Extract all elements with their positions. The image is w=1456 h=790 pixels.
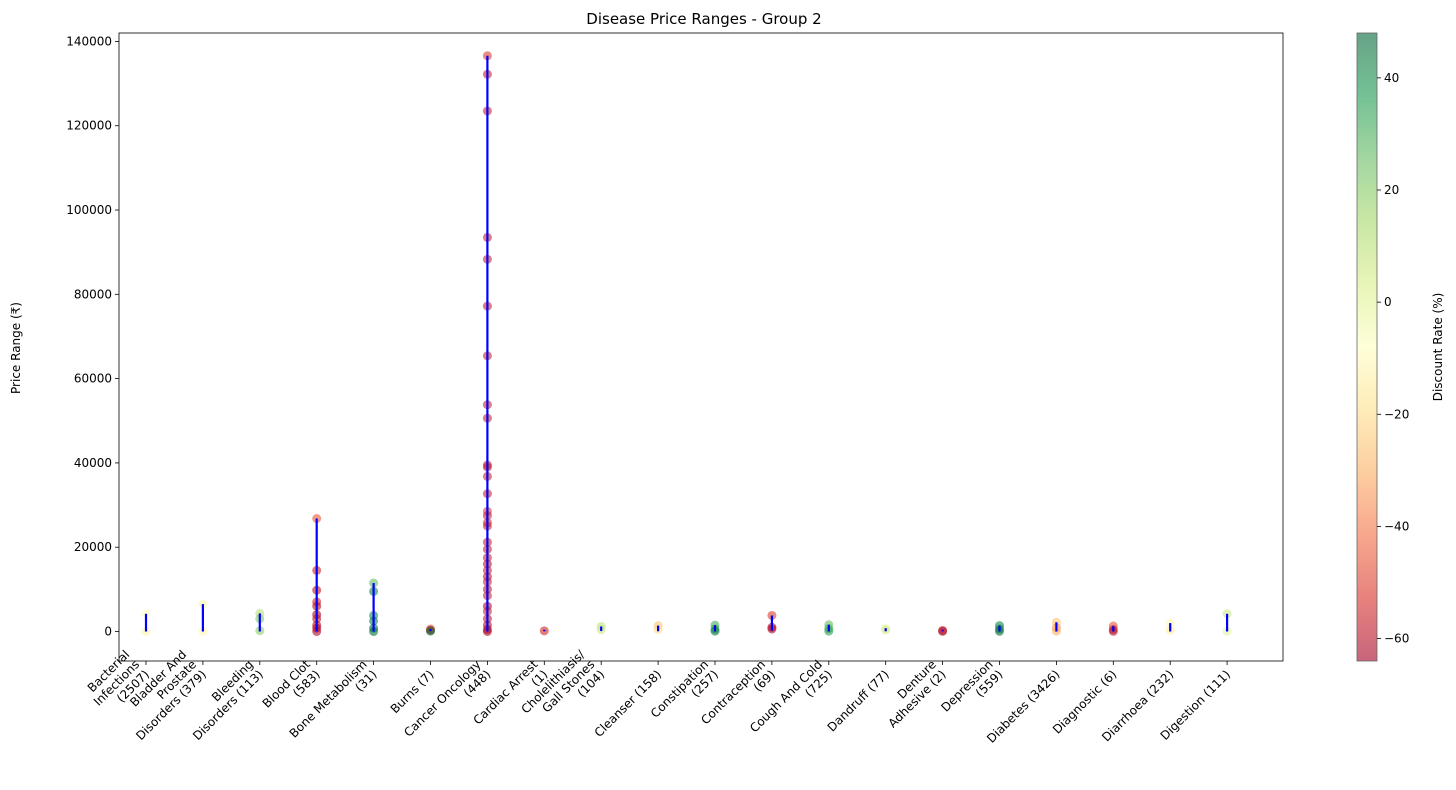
colorbar-label: Discount Rate (%)	[1431, 293, 1445, 402]
colorbar-tick-label: 0	[1384, 295, 1392, 309]
x-tick-label: Depression(559)	[938, 657, 1005, 724]
y-tick-label: 80000	[74, 287, 112, 301]
y-tick-label: 140000	[66, 34, 112, 48]
axes-frame	[118, 32, 1284, 662]
plot-area: 0 20000 40000 60000 80000 100000 120000 140000 B…	[66, 32, 1284, 749]
colorbar-tick-label: −60	[1384, 632, 1409, 646]
colorbar-tick-label: −20	[1384, 407, 1409, 421]
y-axis-label: Price Range (₹)	[9, 302, 23, 394]
chart-title: Disease Price Ranges - Group 2	[586, 10, 821, 28]
y-tick-label: 120000	[66, 119, 112, 133]
x-tick-label: DentureAdhesive (2)	[876, 657, 949, 730]
y-tick-label: 60000	[74, 372, 112, 386]
colorbar-tick-label: 20	[1384, 183, 1399, 197]
y-tick-label: 0	[104, 624, 112, 638]
x-tick-label: Cancer Oncology(448)	[401, 657, 493, 749]
x-tick-label: BacterialInfections(2507)	[81, 647, 152, 718]
colorbar-ticks: −60 −40 −20 0 20 40	[1377, 71, 1409, 646]
colorbar	[1356, 32, 1378, 662]
y-tick-label: 100000	[66, 203, 112, 217]
colorbar-tick-label: −40	[1384, 519, 1409, 533]
colorbar-tick-label: 40	[1384, 71, 1399, 85]
y-tick-label: 20000	[74, 540, 112, 554]
y-tick-label: 40000	[74, 456, 112, 470]
